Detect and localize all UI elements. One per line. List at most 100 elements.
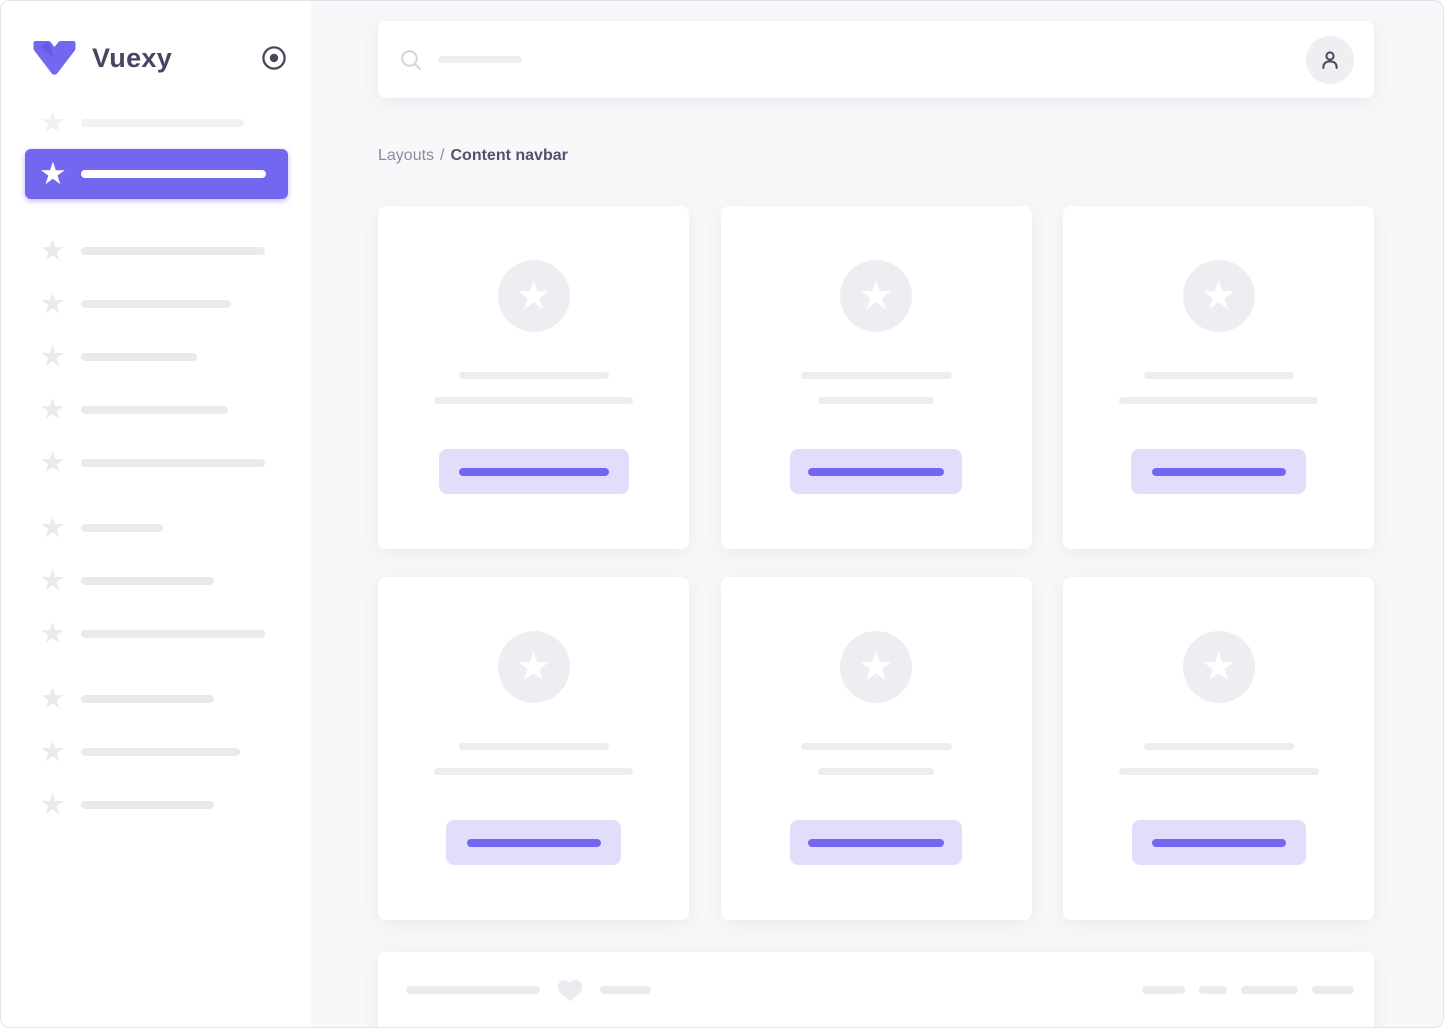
- sidebar-header: Vuexy: [31, 33, 287, 83]
- card-text-skeleton: [1118, 768, 1319, 775]
- user-avatar-button[interactable]: [1306, 35, 1354, 84]
- avatar-circle-placeholder: ★: [840, 631, 912, 703]
- footer-left-skeleton: [406, 976, 651, 1004]
- footer-link-skeleton: [1312, 986, 1354, 994]
- avatar-circle-placeholder: ★: [497, 260, 570, 332]
- user-icon: [1322, 50, 1338, 69]
- sidebar-item[interactable]: ★: [1, 510, 311, 544]
- breadcrumb: Layouts / Content navbar: [378, 146, 1374, 165]
- star-icon: ★: [39, 105, 66, 139]
- star-icon: ★: [515, 644, 552, 690]
- sidebar-menu: ★ ★ ★ ★ ★ ★ ★ ★ ★ ★ ★ ★ ★: [1, 105, 311, 821]
- sidebar-item-label-skeleton: [81, 458, 265, 467]
- sidebar-item[interactable]: ★: [1, 445, 311, 479]
- cards-grid: ★ ★ ★ ★ ★ ★: [378, 206, 1374, 920]
- sidebar-item-label-skeleton: [81, 629, 265, 638]
- star-icon: ★: [39, 286, 66, 320]
- card-title-skeleton: [800, 743, 952, 750]
- card-button-skeleton[interactable]: [1131, 820, 1306, 865]
- star-icon: ★: [858, 644, 894, 690]
- footer: [378, 952, 1374, 1027]
- skeleton-card: ★: [720, 206, 1032, 549]
- footer-link-skeleton: [1241, 986, 1298, 994]
- sidebar-item[interactable]: ★: [1, 395, 311, 424]
- card-text-skeleton: [818, 768, 934, 775]
- star-icon: ★: [39, 510, 66, 544]
- sidebar-item-label-skeleton: [81, 118, 244, 127]
- button-label-skeleton: [1151, 467, 1286, 476]
- sidebar-item[interactable]: ★: [1, 339, 311, 373]
- card-title-skeleton: [1143, 743, 1294, 750]
- star-icon: ★: [39, 734, 66, 768]
- breadcrumb-section-link[interactable]: Layouts: [378, 147, 435, 164]
- sidebar-item[interactable]: ★: [1, 105, 311, 139]
- sidebar-item-label-skeleton: [81, 747, 240, 756]
- skeleton-card: ★: [1063, 206, 1374, 549]
- avatar-circle-placeholder: ★: [840, 260, 912, 332]
- sidebar-item[interactable]: ★: [1, 563, 311, 597]
- footer-link-skeleton: [1142, 986, 1185, 994]
- menu-pin-toggle[interactable]: [261, 45, 287, 71]
- star-icon: ★: [39, 155, 67, 192]
- footer-link-skeleton: [1199, 986, 1227, 994]
- card-text-skeleton: [434, 397, 633, 404]
- sidebar: Vuexy ★ ★ ★ ★ ★ ★ ★ ★ ★ ★ ★ ★ ★: [1, 1, 311, 1027]
- card-button-skeleton[interactable]: [446, 820, 621, 865]
- breadcrumb-divider: /: [440, 147, 445, 164]
- logo-text: Vuexy: [92, 42, 173, 73]
- card-button-skeleton[interactable]: [790, 449, 962, 494]
- sidebar-item-label-skeleton: [81, 246, 265, 255]
- sidebar-item[interactable]: ★: [1, 286, 311, 320]
- star-icon: ★: [858, 273, 894, 319]
- footer-text-skeleton: [600, 986, 651, 994]
- footer-right-skeleton: [1128, 976, 1354, 1004]
- sidebar-item[interactable]: ★: [1, 681, 311, 715]
- sidebar-item-label-skeleton: [81, 800, 214, 809]
- card-button-skeleton[interactable]: [438, 449, 629, 494]
- sidebar-item[interactable]: ★: [1, 734, 311, 768]
- skeleton-card: ★: [378, 577, 689, 920]
- search-input[interactable]: [400, 49, 1306, 71]
- card-text-skeleton: [818, 397, 934, 404]
- star-icon: ★: [39, 681, 66, 715]
- star-icon: ★: [39, 445, 66, 479]
- button-label-skeleton: [466, 838, 601, 847]
- footer-text-skeleton: [406, 986, 540, 994]
- card-button-skeleton[interactable]: [1131, 449, 1306, 494]
- avatar-circle-placeholder: ★: [497, 631, 570, 703]
- sidebar-item-label-skeleton: [81, 170, 266, 178]
- sidebar-item[interactable]: ★: [1, 233, 311, 267]
- card-button-skeleton[interactable]: [790, 820, 962, 865]
- breadcrumb-current-page: Content navbar: [450, 147, 568, 164]
- sidebar-item-label-skeleton: [81, 352, 197, 361]
- sidebar-item-label-skeleton: [81, 576, 214, 585]
- star-icon: ★: [39, 563, 66, 597]
- main-content: Layouts / Content navbar ★ ★ ★ ★ ★ ★: [311, 1, 1443, 1027]
- skeleton-card: ★: [378, 206, 689, 549]
- button-label-skeleton: [458, 467, 609, 476]
- star-icon: ★: [39, 339, 66, 373]
- avatar-circle-placeholder: ★: [1182, 631, 1255, 703]
- star-icon: ★: [39, 787, 66, 821]
- search-placeholder-skeleton: [438, 56, 522, 63]
- star-icon: ★: [1200, 644, 1237, 690]
- sidebar-item[interactable]: ★: [1, 619, 311, 648]
- sidebar-item-active[interactable]: ★: [25, 149, 288, 199]
- radio-dot-icon: [262, 46, 286, 70]
- star-icon: ★: [39, 233, 66, 267]
- button-label-skeleton: [808, 838, 944, 847]
- card-title-skeleton: [800, 372, 952, 379]
- sidebar-item-label-skeleton: [81, 405, 228, 414]
- sidebar-item[interactable]: ★: [1, 787, 311, 821]
- heart-icon: [556, 979, 584, 1002]
- skeleton-card: ★: [1063, 577, 1374, 920]
- sidebar-item-label-skeleton: [81, 523, 163, 532]
- search-icon: [401, 49, 421, 70]
- vuexy-logo-icon: [33, 41, 76, 75]
- card-title-skeleton: [1143, 372, 1294, 379]
- star-icon: ★: [515, 273, 552, 319]
- button-label-skeleton: [808, 467, 944, 476]
- sidebar-item-label-skeleton: [81, 694, 214, 703]
- skeleton-card: ★: [720, 577, 1032, 920]
